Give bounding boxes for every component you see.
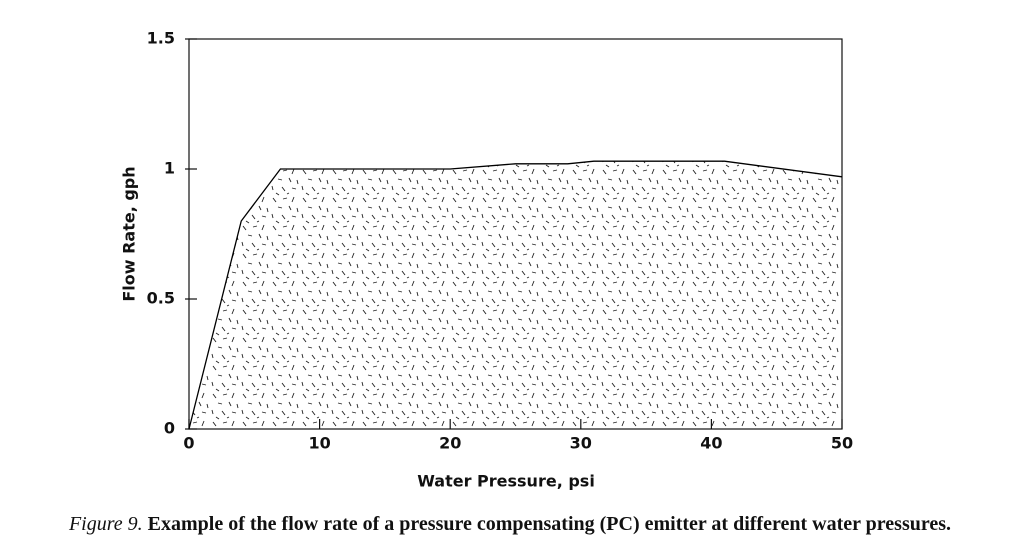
- y-axis-label: Flow Rate, gph: [120, 166, 139, 301]
- x-tick-label: 20: [439, 434, 461, 453]
- x-tick-label: 10: [308, 434, 330, 453]
- y-tick-label: 0.5: [147, 289, 175, 308]
- y-tick-label: 1.5: [147, 29, 175, 48]
- x-tick-label: 50: [831, 434, 853, 453]
- x-axis-label: Water Pressure, psi: [417, 472, 595, 491]
- caption-text: Example of the flow rate of a pressure c…: [148, 513, 951, 535]
- caption-label: Figure 9.: [68, 513, 143, 535]
- area-line: [188, 160, 843, 430]
- y-tick-label: 0: [164, 419, 175, 438]
- y-tick-label: 1: [164, 159, 175, 178]
- x-tick-label: 30: [570, 434, 592, 453]
- x-tick-label: 0: [183, 434, 194, 453]
- x-tick-label: 40: [700, 434, 722, 453]
- caption: Figure 9. Example of the flow rate of a …: [68, 513, 951, 535]
- area-fill: [189, 161, 842, 429]
